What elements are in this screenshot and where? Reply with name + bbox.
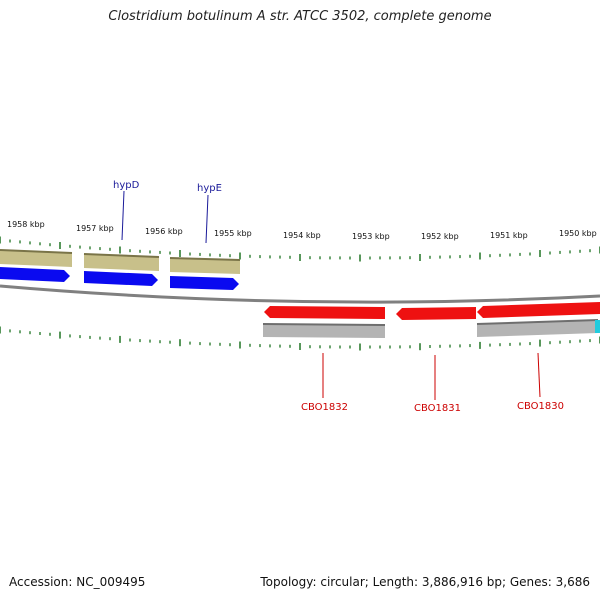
gene-label-cbo1831[interactable]: CBO1831 (414, 403, 461, 414)
reverse-genes (264, 302, 600, 320)
scale-label: 1953 kbp (352, 232, 390, 241)
scale-label: 1958 kbp (7, 220, 45, 229)
scale-label: 1955 kbp (214, 229, 252, 238)
genome-summary-text: Topology: circular; Length: 3,886,916 bp… (260, 575, 590, 589)
cbo1831-gene-arrow[interactable] (396, 307, 476, 320)
end-marker (595, 320, 600, 333)
genome-backbone (0, 284, 600, 304)
scale-label: 1957 kbp (76, 224, 114, 233)
cbo1830-leader (537, 352, 541, 398)
label-leaders (121, 190, 541, 400)
band-edge (262, 323, 386, 326)
scale-label: 1950 kbp (559, 229, 597, 238)
hype-gene-arrow[interactable] (170, 276, 239, 290)
band-segment (0, 250, 72, 267)
cbo1832-gene-arrow[interactable] (264, 306, 385, 319)
gene-labels: hypD hypE CBO1832 CBO1831 CBO1830 (113, 180, 564, 414)
map-title: Clostridium botulinum A str. ATCC 3502, … (108, 9, 492, 24)
band-segment (170, 258, 240, 274)
scale-label: 1954 kbp (283, 231, 321, 240)
scale-ticks-bottom (0, 326, 600, 351)
band-segment (263, 324, 385, 338)
band-edge (476, 319, 599, 325)
hype-leader (205, 194, 209, 244)
hypd-leader (121, 190, 125, 241)
accession-text: Accession: NC_009495 (9, 575, 146, 589)
forward-genes (0, 267, 239, 290)
gene-label-hypd[interactable]: hypD (113, 180, 140, 191)
band-segment (477, 320, 598, 337)
forward-band (0, 249, 241, 274)
scale-label: 1956 kbp (145, 227, 183, 236)
band-edge (0, 249, 73, 254)
gene-label-cbo1832[interactable]: CBO1832 (301, 402, 348, 413)
band-segment (84, 254, 159, 271)
hypd-gene-arrow[interactable] (84, 271, 158, 286)
scale-label: 1952 kbp (421, 232, 459, 241)
forward-gene-arrow[interactable] (0, 267, 70, 282)
gene-label-hype[interactable]: hypE (197, 183, 222, 194)
scale-labels: 1958 kbp 1957 kbp 1956 kbp 1955 kbp 1954… (7, 220, 597, 241)
scale-label: 1951 kbp (490, 231, 528, 240)
scale-ticks-top (0, 236, 600, 262)
reverse-band (262, 319, 600, 338)
band-edge (169, 257, 241, 261)
band-edge (83, 253, 160, 258)
cbo1830-gene-arrow[interactable] (477, 302, 600, 318)
gene-label-cbo1830[interactable]: CBO1830 (517, 401, 564, 412)
